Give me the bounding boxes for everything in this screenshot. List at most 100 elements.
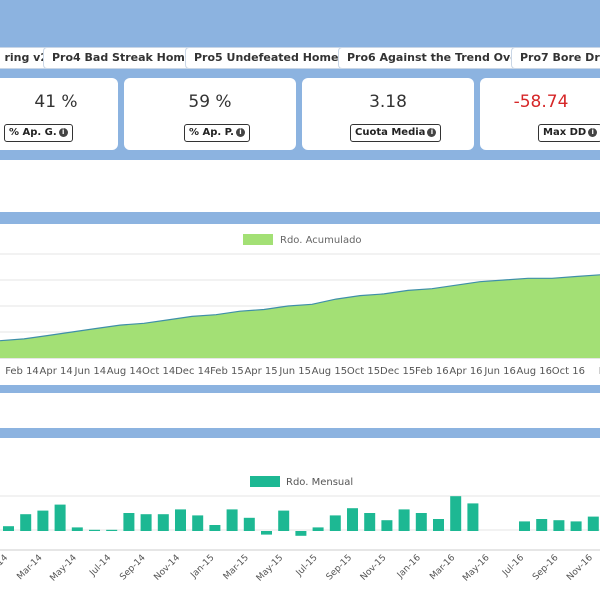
- bar: [20, 514, 32, 531]
- bar: [381, 520, 393, 531]
- bar: [312, 527, 324, 531]
- bar: [570, 521, 582, 531]
- bar: [587, 516, 599, 531]
- bar: [433, 519, 444, 531]
- bar: [347, 508, 358, 531]
- x-tick-label: Sep-16: [531, 553, 561, 583]
- x-tick-label: Nov-16: [565, 553, 595, 583]
- x-tick-label: May-15: [255, 553, 286, 584]
- tab-pro5[interactable]: Pro5 Undefeated Home Dog: [186, 48, 375, 68]
- x-tick-label: Mar-15: [222, 553, 251, 582]
- tab-pro6[interactable]: Pro6 Against the Trend Overs v2: [339, 48, 557, 68]
- x-tick-label: May-16: [461, 553, 492, 584]
- kpi-value: 59 %: [188, 92, 232, 112]
- kpi-label[interactable]: Cuota Media i: [350, 124, 442, 142]
- tab-pro7[interactable]: Pro7 Bore Draw v: [512, 48, 600, 68]
- bar: [123, 513, 135, 531]
- x-tick-label: Apr 16: [449, 366, 482, 377]
- x-tick-label: Nov-15: [359, 553, 389, 583]
- kpi-label[interactable]: % Ap. P. i: [184, 124, 250, 142]
- x-tick-label: D: [599, 366, 600, 377]
- bar: [536, 519, 548, 531]
- tab-pro4[interactable]: Pro4 Bad Streak Home v2: [44, 48, 220, 68]
- x-tick-label: Dec 14: [175, 366, 210, 377]
- series-line: [0, 274, 600, 342]
- strategy-tabs: ring v2 Pro4 Bad Streak Home v2 Pro5 Und…: [0, 44, 600, 72]
- info-icon: i: [427, 128, 437, 137]
- x-tick-label: Feb 16: [415, 366, 449, 377]
- monthly-bar-chart: Rdo. Mensual b-14 Mar-14 May-14 Jul-14 Sep-14…: [0, 476, 600, 584]
- x-tick-label: Oct 14: [142, 366, 175, 377]
- monthly-chart-panel: Rdo. Mensual b-14 Mar-14 May-14 Jul-14 Sep-14…: [0, 440, 600, 600]
- x-tick-label: May-14: [48, 553, 79, 584]
- bar: [37, 510, 49, 531]
- bar: [209, 525, 221, 531]
- x-tick-label: Oct 16: [552, 366, 585, 377]
- x-tick-label: Apr 14: [40, 366, 73, 377]
- x-tick-label: Sep-15: [325, 553, 354, 582]
- x-tick-label: Jun 16: [483, 366, 516, 377]
- kpi-value: 3.18: [369, 92, 407, 112]
- bar: [295, 531, 307, 536]
- tab-ring-v2[interactable]: ring v2: [0, 48, 56, 68]
- bar: [364, 513, 376, 531]
- x-tick-label: Aug 14: [107, 366, 142, 377]
- info-icon: i: [588, 128, 598, 137]
- bar: [261, 531, 272, 535]
- section-band: [0, 385, 600, 393]
- kpi-value: 41 %: [34, 92, 78, 112]
- bar: [140, 514, 152, 531]
- x-tick-label: b-14: [0, 553, 10, 575]
- info-icon: i: [58, 128, 68, 137]
- bar: [553, 520, 565, 531]
- legend-label: Rdo. Acumulado: [280, 235, 362, 246]
- bar: [415, 513, 427, 531]
- x-tick-label: Apr 15: [244, 366, 277, 377]
- kpi-label[interactable]: Max DD i: [538, 124, 600, 142]
- x-tick-label: Sep-14: [118, 553, 148, 583]
- x-tick-label: Mar-14: [15, 553, 44, 582]
- kpi-card-ap-p: 59 % % Ap. P. i: [124, 78, 296, 150]
- x-tick-label: Nov-14: [152, 553, 182, 583]
- bar: [106, 529, 118, 531]
- kpi-card-cuota-media: 3.18 Cuota Media i: [302, 78, 474, 150]
- kpi-card-max-dd: -58.74 Max DD i: [480, 78, 600, 150]
- bar: [450, 496, 462, 531]
- bar: [89, 529, 100, 531]
- x-tick-label: Aug 15: [312, 366, 347, 377]
- x-tick-label: Jun 15: [278, 366, 311, 377]
- legend: Rdo. Acumulado: [243, 234, 362, 246]
- cumulative-chart-panel: Rdo. Acumulado Feb 14 Apr 14 Jun 14 Aug 14 Oc…: [0, 224, 600, 380]
- section-band: [0, 212, 600, 224]
- legend-swatch: [250, 476, 280, 487]
- kpi-card-ap-g: 41 % % Ap. G. i: [0, 78, 118, 150]
- section-band: [0, 428, 600, 438]
- x-tick-label: Jul-15: [294, 553, 320, 579]
- bar: [175, 509, 186, 531]
- x-tick-label: Dec 15: [380, 366, 415, 377]
- bar: [243, 517, 255, 531]
- kpi-label[interactable]: % Ap. G. i: [4, 124, 73, 142]
- x-tick-label: Feb 14: [5, 366, 39, 377]
- legend: Rdo. Mensual: [250, 476, 353, 488]
- bar: [398, 509, 410, 531]
- x-tick-label: Jan-15: [189, 553, 217, 581]
- x-tick-label: Mar-16: [428, 553, 457, 582]
- bar: [157, 514, 169, 531]
- bar: [226, 509, 238, 531]
- kpi-value: -58.74: [513, 92, 569, 112]
- legend-label: Rdo. Mensual: [286, 477, 353, 488]
- x-tick-label: Aug 16: [517, 366, 552, 377]
- x-tick-label: Oct 15: [347, 366, 380, 377]
- x-tick-label: Feb 15: [210, 366, 244, 377]
- info-icon: i: [235, 128, 245, 137]
- bar: [71, 527, 83, 531]
- x-tick-label: Jul-14: [87, 553, 113, 579]
- x-tick-label: Jan-16: [395, 553, 423, 581]
- bar: [54, 504, 66, 531]
- bar: [467, 503, 479, 531]
- series-area: [0, 274, 600, 358]
- bar: [192, 515, 204, 531]
- bar: [519, 521, 530, 531]
